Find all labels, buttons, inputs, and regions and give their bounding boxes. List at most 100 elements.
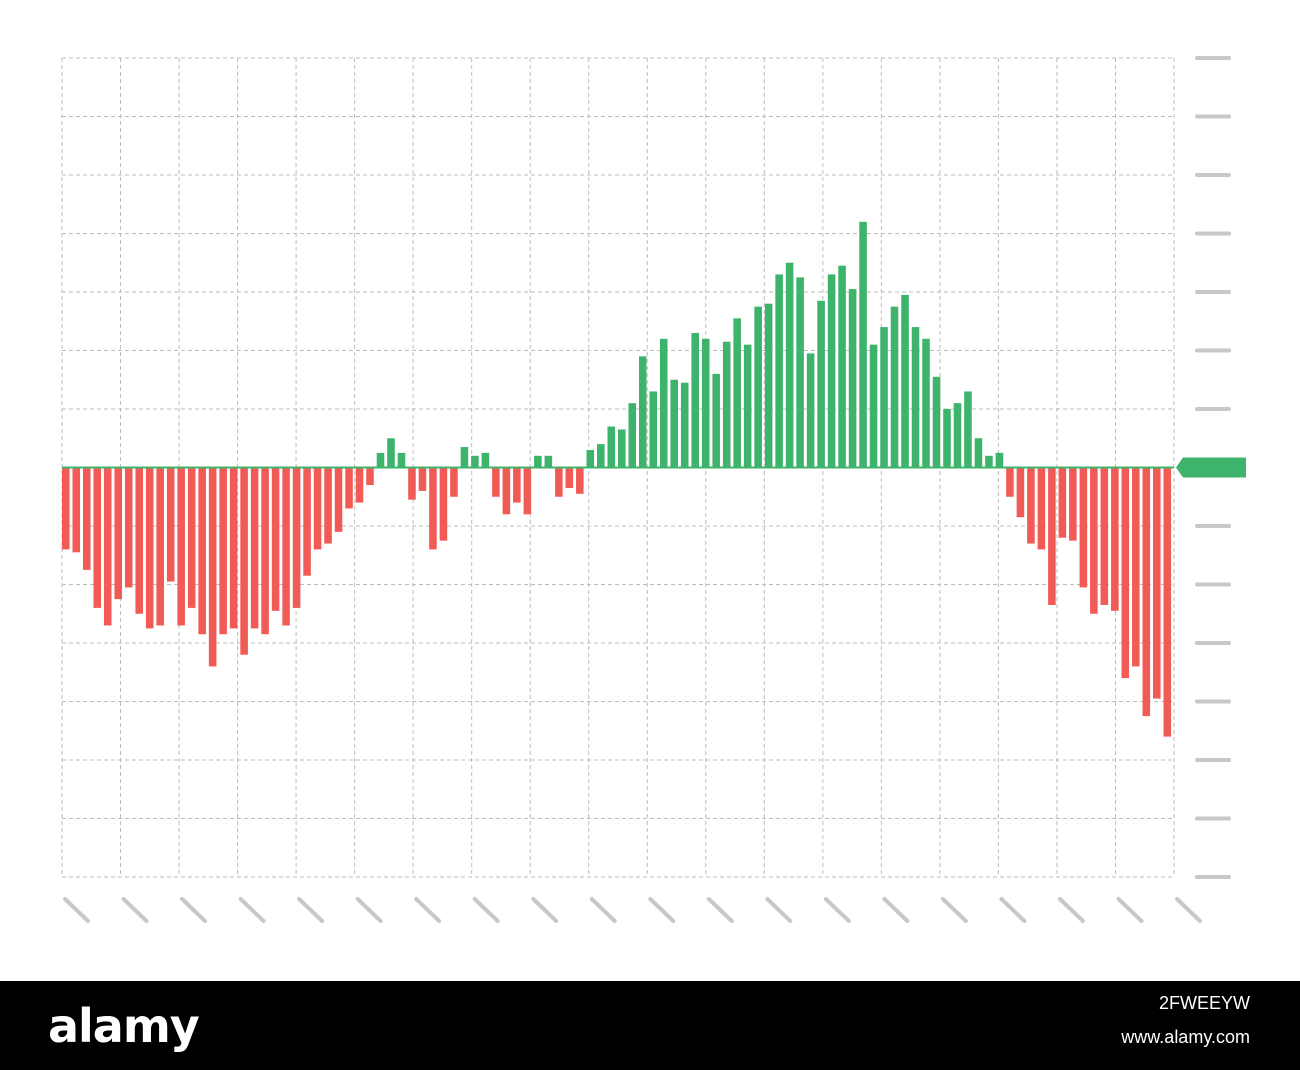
chart-bar xyxy=(586,449,595,468)
chart-bar xyxy=(859,221,867,468)
chart-bar xyxy=(376,452,385,468)
chart-bar xyxy=(964,391,972,468)
chart-bar xyxy=(229,467,238,629)
chart-bar xyxy=(82,467,91,570)
chart-bar xyxy=(838,265,846,468)
x-tick-mark xyxy=(765,897,793,923)
x-tick-mark xyxy=(121,897,149,923)
chart-bar xyxy=(1016,467,1025,518)
chart-bar xyxy=(345,467,353,509)
y-tick-mark xyxy=(1195,758,1231,762)
chart-bar xyxy=(722,341,731,468)
x-tick-mark xyxy=(1116,897,1144,923)
x-tick-mark xyxy=(706,897,734,923)
chart-bar xyxy=(607,426,616,468)
x-tick-mark xyxy=(940,897,968,923)
chart-bar xyxy=(932,376,941,468)
chart-bar xyxy=(817,300,825,468)
chart-bar xyxy=(712,373,720,468)
image-id: 2FWEEYW xyxy=(1158,993,1250,1013)
x-tick-mark xyxy=(472,897,500,923)
y-tick-mark xyxy=(1195,173,1231,177)
chart-bar xyxy=(240,467,248,655)
chart-bar xyxy=(1090,467,1098,614)
chart-bar xyxy=(659,338,668,468)
chart-bar xyxy=(953,403,962,468)
chart-bar xyxy=(943,409,951,468)
chart-bar xyxy=(397,452,406,468)
chart-bar xyxy=(597,444,605,468)
chart-bar xyxy=(985,455,993,468)
chart-bar xyxy=(1006,467,1014,497)
chart-bar xyxy=(911,327,920,468)
y-tick-mark xyxy=(1195,114,1231,119)
x-axis-ticks xyxy=(63,897,1202,923)
y-tick-mark xyxy=(1195,407,1231,411)
chart-bar xyxy=(387,438,395,468)
chart-bar xyxy=(827,274,836,468)
chart-bar xyxy=(1069,467,1077,541)
chart-bar xyxy=(408,467,416,500)
chart-bar xyxy=(1048,467,1056,605)
chart-bar xyxy=(1058,467,1067,538)
chart-bar xyxy=(418,467,427,491)
alamy-logo: alamy xyxy=(48,999,200,1053)
chart-bar xyxy=(618,429,626,468)
chart-bar xyxy=(523,467,532,515)
chart-bar xyxy=(282,467,290,626)
chart-bar xyxy=(313,467,322,550)
y-tick-mark xyxy=(1195,699,1231,704)
current-value-marker xyxy=(1176,457,1246,478)
y-tick-mark xyxy=(1195,816,1231,821)
chart-bar xyxy=(785,262,794,468)
x-tick-mark xyxy=(1057,897,1085,923)
chart-bar xyxy=(208,467,217,667)
chart-bar xyxy=(922,338,930,468)
chart-bar xyxy=(72,467,81,553)
chart-bars xyxy=(62,221,1174,737)
chart-bar xyxy=(198,467,206,635)
chart-bar xyxy=(670,379,678,468)
chart-bar xyxy=(806,353,815,468)
chart-bar xyxy=(691,332,699,468)
x-tick-mark xyxy=(882,897,910,923)
chart-bar xyxy=(680,382,689,468)
x-tick-mark xyxy=(414,897,442,923)
chart-bar xyxy=(1142,467,1151,717)
chart-bar xyxy=(292,467,301,608)
chart-bar xyxy=(974,438,983,468)
chart-bar xyxy=(156,467,164,626)
y-axis-ticks xyxy=(1195,56,1231,879)
chart-bar xyxy=(1163,467,1172,737)
chart-bar xyxy=(271,467,280,611)
chart-bar xyxy=(901,294,909,468)
chart-bar xyxy=(103,467,112,626)
chart-bar xyxy=(145,467,154,629)
y-tick-mark xyxy=(1195,56,1231,60)
chart-bar xyxy=(869,344,878,468)
chart-bar xyxy=(796,277,804,468)
chart-bar xyxy=(219,467,227,635)
chart-bar xyxy=(481,452,490,468)
x-tick-mark xyxy=(63,897,90,923)
chart-bar xyxy=(848,289,857,468)
chart-bar xyxy=(460,447,469,468)
chart-bar xyxy=(890,306,899,468)
chart-bar xyxy=(1027,467,1035,544)
chart-bar xyxy=(1111,467,1119,611)
chart-bar xyxy=(638,356,647,468)
chart-bar xyxy=(355,467,364,503)
chart-bar xyxy=(450,467,458,497)
chart-bar xyxy=(166,467,175,582)
chart-bar xyxy=(439,467,448,541)
x-tick-mark xyxy=(297,897,325,923)
chart-bar xyxy=(124,467,133,588)
bar-chart xyxy=(61,56,1246,923)
x-tick-mark xyxy=(589,897,617,923)
chart-bar xyxy=(1037,467,1046,550)
y-tick-mark xyxy=(1195,231,1231,236)
chart-bar xyxy=(995,452,1004,468)
chart-bar xyxy=(492,467,500,497)
chart-bar xyxy=(429,467,437,550)
y-tick-mark xyxy=(1195,348,1231,353)
